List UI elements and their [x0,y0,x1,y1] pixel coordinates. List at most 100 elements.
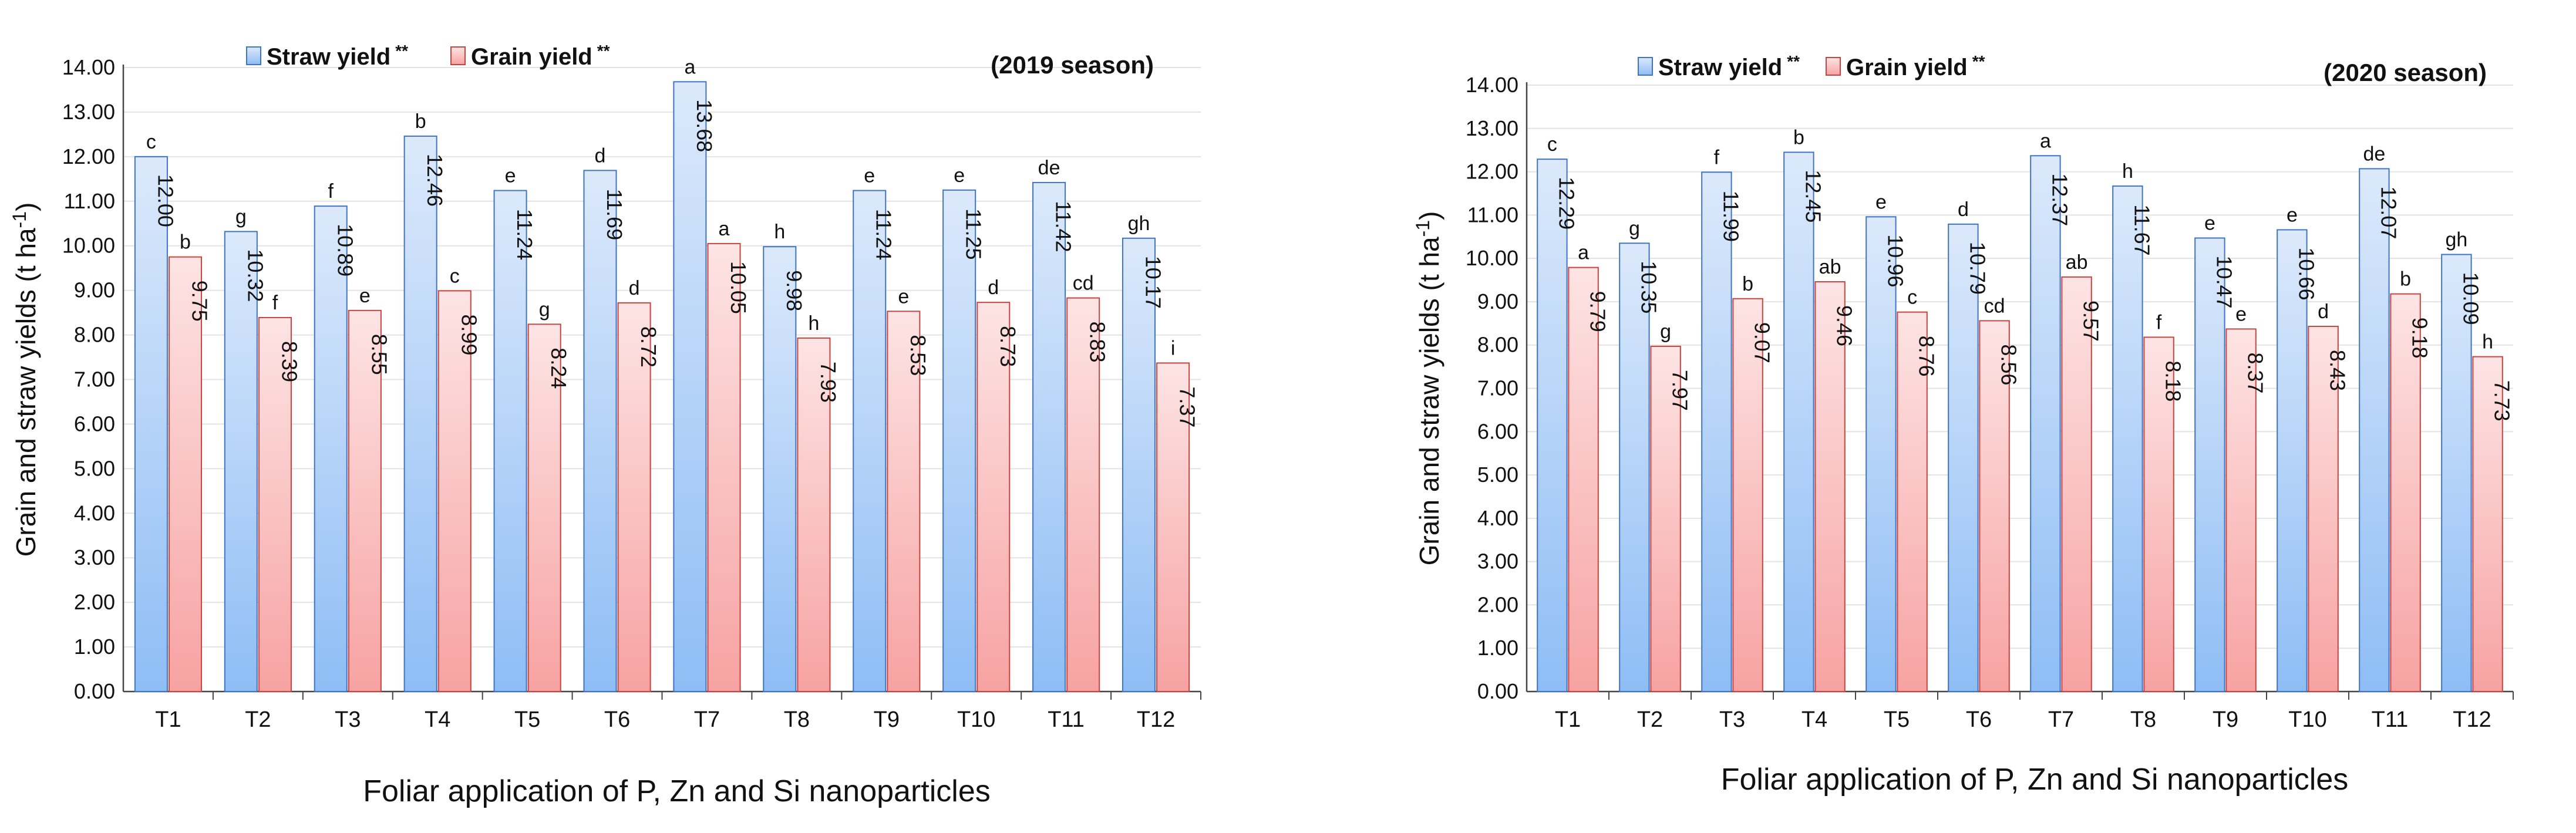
x-tick-label: T5 [514,707,540,732]
straw-bar-T9 [853,190,887,692]
straw-letter-T8: h [774,221,785,243]
straw-bar-T12 [2441,254,2472,692]
straw-bar-T1 [134,156,168,693]
straw-letter-T4: b [1793,126,1804,149]
grain-letter-T5: g [539,298,550,321]
grain-value-T4: 9.46 [1833,305,1857,346]
grain-bar-T5 [1897,311,1928,692]
grain-bar-T7 [707,242,741,692]
straw-value-T8: 9.98 [782,270,806,311]
straw-bar-T3 [314,205,348,692]
season-label: (2020 season) [2324,59,2487,86]
straw-letter-T1: c [1547,133,1557,156]
grain-letter-T3: e [359,285,371,307]
grain-letter-T6: d [629,277,640,299]
y-tick-label: 7.00 [74,367,115,392]
grain-letter-T3: b [1742,273,1753,295]
straw-value-T11: 11.42 [1052,201,1076,252]
x-tick-label: T7 [694,707,720,732]
x-tick-label: T9 [874,707,900,732]
straw-value-T2: 10.35 [1636,261,1661,313]
grain-bar-T9 [887,311,921,692]
y-tick-label: 4.00 [1477,506,1518,530]
grain-value-T8: 7.93 [816,362,840,403]
grain-bar-T1 [168,256,203,693]
x-tick-label: T2 [245,707,271,732]
grain-value-T3: 9.07 [1750,322,1774,363]
grain-value-T10: 8.43 [2326,350,2350,391]
straw-letter-T3: f [1714,146,1720,168]
grain-bar-T5 [527,323,561,692]
legend-significance-marker: ** [1972,52,1985,70]
y-tick-label: 12.00 [1466,160,1518,184]
y-tick-label: 2.00 [74,590,115,614]
y-tick-label: 4.00 [74,501,115,525]
straw-value-T4: 12.45 [1801,170,1825,222]
straw-letter-T11: de [2363,143,2385,165]
grain-letter-T9: e [898,285,909,308]
y-tick-label: 11.00 [64,189,115,213]
straw-letter-T10: e [2287,204,2298,226]
grain-letter-T8: h [808,312,819,335]
y-tick-label: 14.00 [1466,73,1518,97]
y-tick-label: 1.00 [74,635,115,659]
grain-value-T10: 8.73 [996,326,1020,367]
straw-bar-T11 [2359,168,2390,692]
legend-label-grain: Grain yield ** [1846,52,1985,80]
straw-value-T7: 13.68 [692,99,716,152]
straw-bar-T8 [2112,185,2143,692]
grain-value-T2: 7.97 [1668,370,1692,411]
y-axis-title-close: ) [11,203,41,211]
grain-letter-T11: b [2400,268,2411,291]
straw-value-T5: 10.96 [1883,234,1907,287]
y-tick-label: 0.00 [1477,679,1518,703]
x-tick-label: T5 [1884,707,1910,732]
x-tick-label: T11 [1048,707,1085,732]
straw-bar-T2 [1619,242,1650,692]
straw-value-T3: 11.99 [1719,191,1743,242]
grain-letter-T12: i [1171,337,1176,359]
legend-label-straw: Straw yield ** [267,42,408,70]
grain-bar-T2 [258,316,292,692]
straw-bar-T8 [763,246,797,692]
y-tick-label: 9.00 [74,278,115,302]
grain-value-T5: 8.24 [547,348,571,389]
grain-value-T6: 8.72 [637,326,661,367]
y-tick-label: 8.00 [74,323,115,347]
legend-significance-marker: ** [1787,52,1800,70]
straw-letter-T5: e [505,165,516,187]
x-tick-label: T1 [1555,707,1581,732]
grain-bar-T2 [1650,345,1681,692]
straw-letter-T11: de [1038,157,1060,179]
straw-value-T12: 10.09 [2459,272,2483,325]
x-tick-label: T12 [2453,707,2491,732]
grain-value-T1: 9.79 [1586,291,1610,332]
straw-letter-T7: a [2040,130,2051,152]
straw-letter-T2: g [1629,217,1640,240]
grain-bar-T12 [2472,356,2503,692]
y-axis-title-superscript: -1 [1412,220,1433,237]
grain-bar-T8 [2143,336,2174,692]
legend-significance-marker: ** [597,42,610,60]
grain-bar-T6 [1979,320,2010,692]
straw-bar-T5 [1866,216,1897,692]
grain-bar-T12 [1156,362,1190,692]
y-tick-label: 10.00 [62,234,115,258]
season-label: (2019 season) [991,51,1154,79]
y-axis-title: Grain and straw yields (t ha-1) [1412,211,1444,566]
grain-bar-T4 [437,290,472,692]
x-tick-label: T10 [2288,707,2326,732]
x-tick-label: T3 [1719,707,1745,732]
grain-letter-T11: cd [1073,272,1094,295]
x-tick-label: T12 [1137,707,1175,732]
straw-letter-T3: f [328,180,334,203]
y-axis-title-close: ) [1414,211,1444,220]
y-tick-label: 1.00 [1477,636,1518,660]
chart-2020-season: 0.00 1.00 2.00 3.00 4.00 5.00 6.00 7.00 8.00 9.00… [1412,52,2514,797]
straw-letter-T2: g [235,205,247,228]
straw-value-T1: 12.00 [153,174,177,227]
grain-letter-T1: a [1578,242,1589,264]
grain-value-T11: 9.18 [2408,318,2432,359]
y-tick-label: 9.00 [1477,289,1518,313]
grain-bar-T11 [1066,297,1100,692]
